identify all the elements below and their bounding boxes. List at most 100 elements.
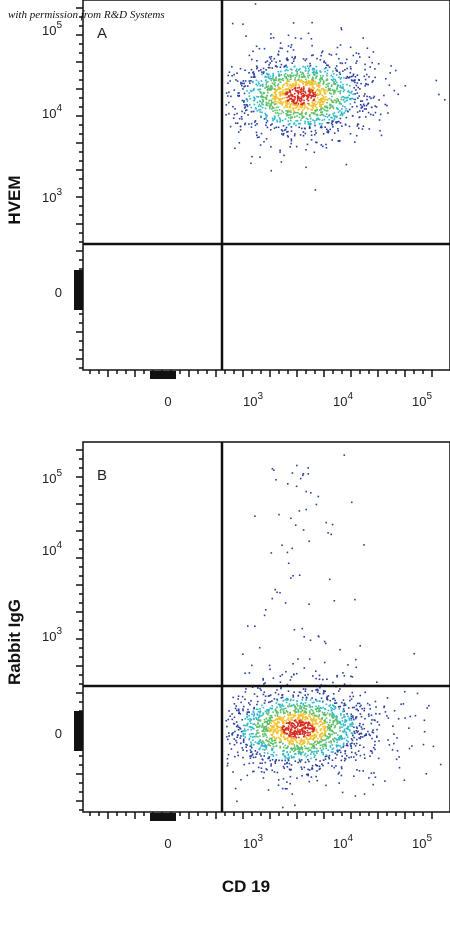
event-dot xyxy=(274,81,276,84)
event-dot xyxy=(297,99,299,102)
event-dot xyxy=(332,78,335,80)
event-dot xyxy=(355,704,358,707)
event-dot xyxy=(345,744,348,747)
event-dot xyxy=(306,743,309,745)
event-dot xyxy=(305,712,308,715)
event-dot xyxy=(339,90,341,93)
event-dot xyxy=(250,700,252,702)
event-dot xyxy=(332,126,334,128)
event-dot xyxy=(244,122,247,125)
event-dot xyxy=(301,106,304,108)
event-dot xyxy=(294,77,297,79)
event-dot xyxy=(262,728,265,731)
event-dot xyxy=(286,110,288,112)
event-dot xyxy=(272,743,274,745)
event-dot xyxy=(328,713,331,716)
event-dot xyxy=(368,715,370,717)
event-dot xyxy=(341,767,343,770)
event-dot xyxy=(315,728,317,731)
event-dot xyxy=(321,111,323,113)
event-dot xyxy=(260,741,262,744)
event-dot xyxy=(268,664,271,667)
event-dot xyxy=(356,74,359,76)
event-dot xyxy=(279,98,282,100)
event-dot xyxy=(307,70,310,73)
event-dot xyxy=(324,91,326,94)
event-dot xyxy=(303,745,306,747)
event-dot xyxy=(233,743,236,746)
event-dot xyxy=(310,753,312,755)
event-dot xyxy=(289,721,291,723)
event-dot xyxy=(239,67,242,70)
event-dot xyxy=(300,744,303,746)
event-dot xyxy=(295,736,297,739)
event-dot xyxy=(322,145,324,148)
event-dot xyxy=(262,96,265,99)
event-dot xyxy=(249,717,251,720)
event-dot xyxy=(250,110,253,113)
event-dot xyxy=(310,97,312,99)
event-dot xyxy=(239,713,242,715)
event-dot xyxy=(273,57,276,60)
event-dot xyxy=(283,74,286,76)
event-dot xyxy=(393,710,396,712)
event-dot xyxy=(323,719,325,722)
event-dot xyxy=(339,751,342,754)
event-dot xyxy=(351,79,353,82)
event-dot xyxy=(300,90,303,92)
event-dot xyxy=(280,101,283,103)
event-dot xyxy=(311,767,313,769)
event-dot xyxy=(305,67,307,70)
event-dot xyxy=(283,154,285,157)
event-dot xyxy=(279,591,281,594)
event-dot xyxy=(288,727,290,729)
event-dot xyxy=(287,753,290,755)
event-dot xyxy=(260,745,263,747)
event-dot xyxy=(274,691,277,694)
event-dot xyxy=(263,71,265,73)
event-dot xyxy=(328,114,331,116)
event-dot xyxy=(345,739,348,742)
event-dot xyxy=(345,163,348,166)
event-dot xyxy=(242,756,244,759)
event-dot xyxy=(276,724,278,727)
event-dot xyxy=(295,741,298,743)
event-dot xyxy=(395,758,398,761)
event-dot xyxy=(282,91,284,93)
event-dot xyxy=(339,688,341,690)
event-dot xyxy=(355,730,358,732)
event-dot xyxy=(337,720,339,722)
event-dot xyxy=(243,82,245,85)
event-dot xyxy=(324,755,327,758)
event-dot xyxy=(287,725,290,727)
event-dot xyxy=(313,120,316,122)
event-dot xyxy=(297,95,299,98)
event-dot xyxy=(294,37,297,39)
event-dot xyxy=(332,704,334,706)
event-dot xyxy=(295,726,297,728)
event-dot xyxy=(315,758,317,761)
event-dot xyxy=(331,744,334,746)
event-dot xyxy=(312,675,314,677)
event-dot xyxy=(268,701,270,704)
event-dot xyxy=(277,725,279,727)
event-dot xyxy=(333,81,335,83)
event-dot xyxy=(260,714,262,717)
event-dot xyxy=(317,707,319,710)
event-dot xyxy=(318,99,320,101)
event-dot xyxy=(388,744,391,746)
event-dot xyxy=(314,124,316,127)
event-dot xyxy=(291,740,293,742)
event-dot xyxy=(261,740,264,742)
event-dot xyxy=(294,724,296,727)
event-dot xyxy=(257,708,259,711)
event-dot xyxy=(307,724,310,726)
event-dot xyxy=(301,775,303,777)
event-dot xyxy=(314,77,317,80)
event-dot xyxy=(305,708,307,710)
event-dot xyxy=(331,105,334,107)
event-dot xyxy=(321,723,324,725)
event-dot xyxy=(263,47,266,50)
event-dot xyxy=(266,730,269,732)
